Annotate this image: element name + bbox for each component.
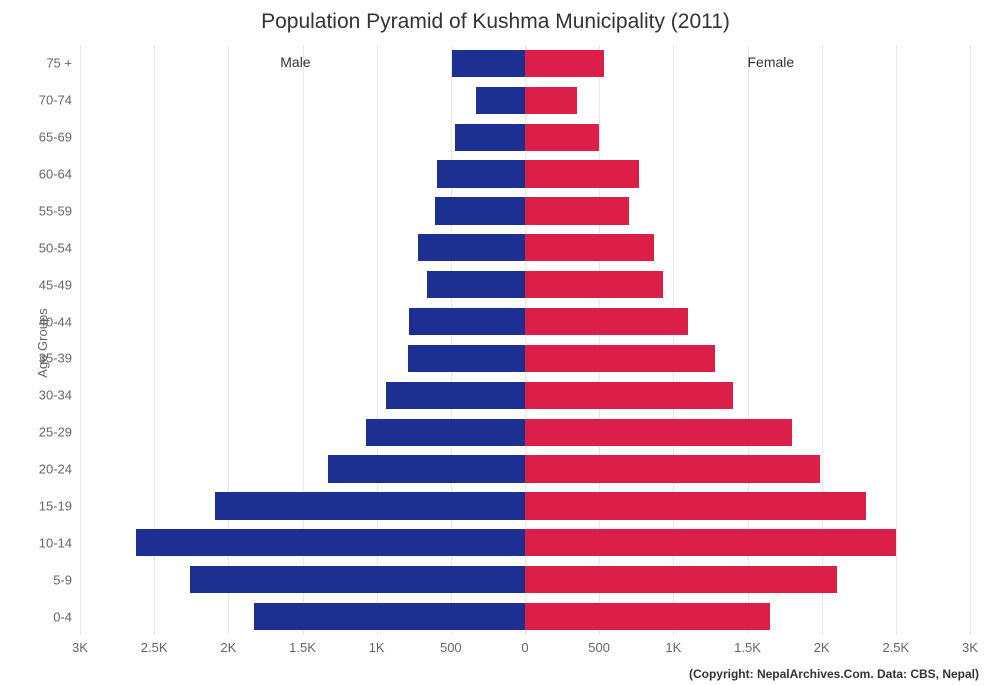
x-tick-label: 2K xyxy=(220,640,236,655)
x-tick-label: 1.5K xyxy=(289,640,316,655)
pyramid-row xyxy=(80,87,970,114)
male-bar xyxy=(437,160,525,187)
pyramid-row xyxy=(80,529,970,556)
female-bar xyxy=(525,87,577,114)
female-bar xyxy=(525,529,896,556)
pyramid-row xyxy=(80,492,970,519)
male-bar xyxy=(328,455,525,482)
age-group-label: 25-29 xyxy=(39,425,72,440)
age-group-label: 0-4 xyxy=(53,609,72,624)
female-bar xyxy=(525,566,837,593)
female-bar xyxy=(525,382,733,409)
pyramid-row xyxy=(80,271,970,298)
male-bar xyxy=(386,382,525,409)
female-bar xyxy=(525,492,866,519)
x-tick-label: 1K xyxy=(665,640,681,655)
male-bar xyxy=(408,345,525,372)
x-tick-label: 500 xyxy=(440,640,462,655)
x-tick-label: 500 xyxy=(588,640,610,655)
x-tick-label: 2K xyxy=(814,640,830,655)
female-bar xyxy=(525,197,629,224)
x-tick-label: 1K xyxy=(369,640,385,655)
male-bar xyxy=(254,603,525,630)
male-bar xyxy=(435,197,525,224)
x-tick-label: 2.5K xyxy=(882,640,909,655)
x-tick-label: 1.5K xyxy=(734,640,761,655)
male-bar xyxy=(427,271,525,298)
age-group-label: 20-24 xyxy=(39,462,72,477)
age-group-label: 50-54 xyxy=(39,240,72,255)
female-bar xyxy=(525,234,654,261)
chart-title: Population Pyramid of Kushma Municipalit… xyxy=(0,10,991,34)
pyramid-row xyxy=(80,419,970,446)
pyramid-row xyxy=(80,197,970,224)
female-bar xyxy=(525,50,604,77)
copyright-credit: (Copyright: NepalArchives.Com. Data: CBS… xyxy=(689,667,979,681)
female-bar xyxy=(525,603,770,630)
age-group-label: 10-14 xyxy=(39,535,72,550)
pyramid-row xyxy=(80,603,970,630)
male-bar xyxy=(455,124,525,151)
male-bar xyxy=(215,492,525,519)
pyramid-row xyxy=(80,124,970,151)
age-group-label: 40-44 xyxy=(39,314,72,329)
age-group-label: 75 + xyxy=(46,56,72,71)
age-group-label: 70-74 xyxy=(39,93,72,108)
age-group-label: 60-64 xyxy=(39,167,72,182)
population-pyramid-chart: Population Pyramid of Kushma Municipalit… xyxy=(0,0,991,685)
x-tick-label: 0 xyxy=(521,640,528,655)
female-bar xyxy=(525,271,663,298)
x-tick-label: 3K xyxy=(962,640,978,655)
age-group-label: 15-19 xyxy=(39,498,72,513)
male-bar xyxy=(409,308,525,335)
female-bar xyxy=(525,345,715,372)
male-bar xyxy=(418,234,525,261)
age-group-label: 45-49 xyxy=(39,277,72,292)
plot-area: Male Female 3K2.5K2K1.5K1K50005001K1.5K2… xyxy=(80,45,970,635)
pyramid-row xyxy=(80,345,970,372)
x-tick-label: 3K xyxy=(72,640,88,655)
female-bar xyxy=(525,308,688,335)
age-group-label: 5-9 xyxy=(53,572,72,587)
pyramid-row xyxy=(80,455,970,482)
pyramid-row xyxy=(80,234,970,261)
male-bar xyxy=(366,419,525,446)
age-group-label: 35-39 xyxy=(39,351,72,366)
pyramid-row xyxy=(80,382,970,409)
female-bar xyxy=(525,419,792,446)
age-group-label: 65-69 xyxy=(39,130,72,145)
male-bar xyxy=(452,50,525,77)
pyramid-row xyxy=(80,50,970,77)
male-bar xyxy=(136,529,525,556)
pyramid-row xyxy=(80,566,970,593)
female-bar xyxy=(525,160,639,187)
female-bar xyxy=(525,455,820,482)
male-bar xyxy=(190,566,525,593)
age-group-label: 55-59 xyxy=(39,203,72,218)
pyramid-row xyxy=(80,160,970,187)
x-tick-label: 2.5K xyxy=(141,640,168,655)
male-bar xyxy=(476,87,525,114)
age-group-label: 30-34 xyxy=(39,388,72,403)
gridline xyxy=(970,45,971,635)
female-bar xyxy=(525,124,599,151)
pyramid-row xyxy=(80,308,970,335)
